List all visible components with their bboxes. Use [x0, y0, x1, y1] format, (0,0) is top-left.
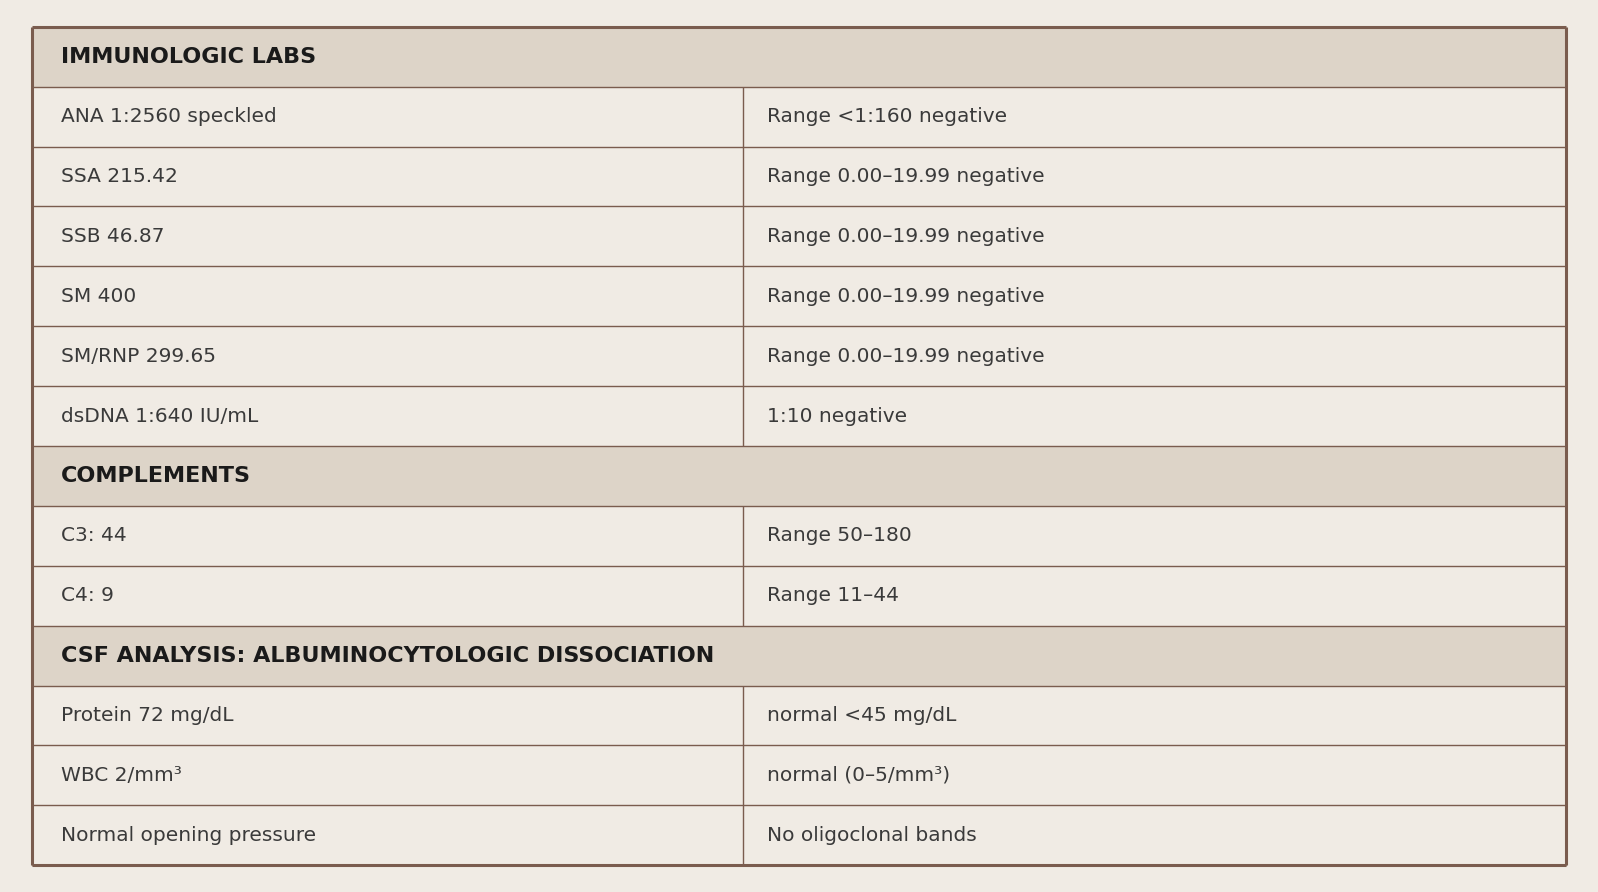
- Text: Range 0.00–19.99 negative: Range 0.00–19.99 negative: [767, 167, 1045, 186]
- Bar: [32, 686, 1566, 746]
- Text: COMPLEMENTS: COMPLEMENTS: [61, 466, 251, 486]
- Text: Range 0.00–19.99 negative: Range 0.00–19.99 negative: [767, 227, 1045, 246]
- Text: Range 11–44: Range 11–44: [767, 586, 900, 606]
- Bar: [32, 206, 1566, 267]
- Text: Range <1:160 negative: Range <1:160 negative: [767, 107, 1007, 126]
- Text: C3: 44: C3: 44: [61, 526, 126, 545]
- Text: dsDNA 1:640 IU/mL: dsDNA 1:640 IU/mL: [61, 407, 257, 425]
- Text: Range 0.00–19.99 negative: Range 0.00–19.99 negative: [767, 286, 1045, 306]
- Bar: [32, 326, 1566, 386]
- Text: 1:10 negative: 1:10 negative: [767, 407, 908, 425]
- Text: normal (0–5/mm³): normal (0–5/mm³): [767, 766, 951, 785]
- Text: CSF ANALYSIS: ALBUMINOCYTOLOGIC DISSOCIATION: CSF ANALYSIS: ALBUMINOCYTOLOGIC DISSOCIA…: [61, 646, 714, 665]
- Bar: [32, 146, 1566, 206]
- Text: SM/RNP 299.65: SM/RNP 299.65: [61, 347, 216, 366]
- Text: SSB 46.87: SSB 46.87: [61, 227, 165, 246]
- Text: WBC 2/mm³: WBC 2/mm³: [61, 766, 182, 785]
- Bar: [32, 746, 1566, 805]
- Text: ANA 1:2560 speckled: ANA 1:2560 speckled: [61, 107, 276, 126]
- Text: Protein 72 mg/dL: Protein 72 mg/dL: [61, 706, 233, 725]
- Bar: [32, 446, 1566, 506]
- Text: Range 0.00–19.99 negative: Range 0.00–19.99 negative: [767, 347, 1045, 366]
- Text: SSA 215.42: SSA 215.42: [61, 167, 177, 186]
- Bar: [32, 506, 1566, 566]
- Bar: [32, 805, 1566, 865]
- Bar: [32, 386, 1566, 446]
- Bar: [32, 27, 1566, 87]
- Bar: [32, 87, 1566, 146]
- Text: SM 400: SM 400: [61, 286, 136, 306]
- Bar: [32, 625, 1566, 686]
- Bar: [32, 267, 1566, 326]
- Text: normal <45 mg/dL: normal <45 mg/dL: [767, 706, 957, 725]
- Bar: [32, 566, 1566, 625]
- Text: Range 50–180: Range 50–180: [767, 526, 912, 545]
- Text: IMMUNOLOGIC LABS: IMMUNOLOGIC LABS: [61, 46, 316, 67]
- Text: No oligoclonal bands: No oligoclonal bands: [767, 826, 976, 845]
- Text: C4: 9: C4: 9: [61, 586, 113, 606]
- Text: Normal opening pressure: Normal opening pressure: [61, 826, 316, 845]
